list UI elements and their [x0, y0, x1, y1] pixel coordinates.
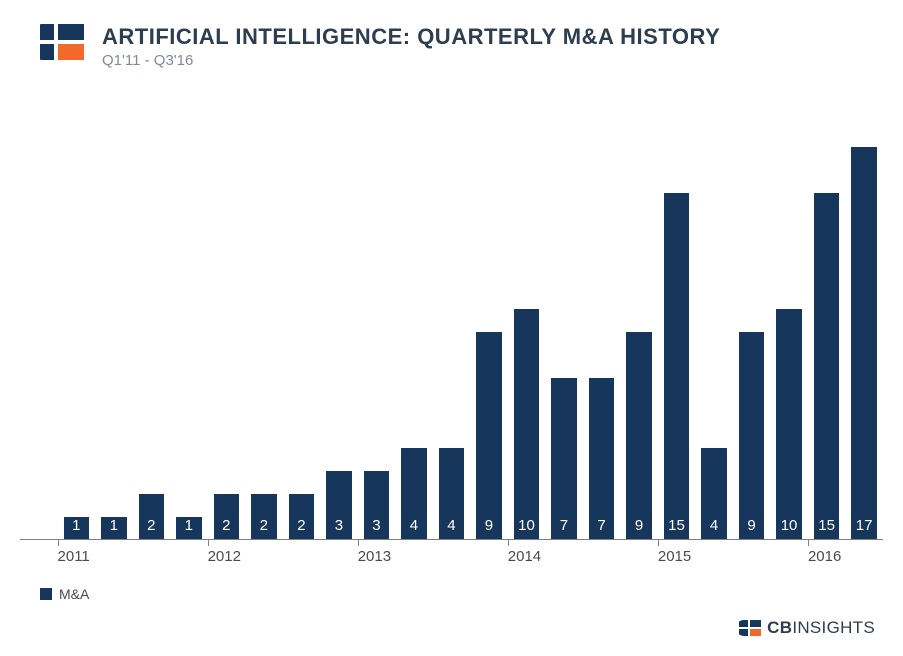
bar-value-label: 15: [818, 517, 835, 540]
bar-slot: 7: [545, 147, 583, 540]
x-tick-label: 2011: [58, 548, 90, 565]
title-block: ARTIFICIAL INTELLIGENCE: QUARTERLY M&A H…: [102, 24, 720, 69]
bar-slot: 3: [320, 147, 358, 540]
bar-value-label: 9: [485, 517, 493, 540]
bar-value-label: 4: [410, 517, 418, 540]
bar-value-label: 7: [560, 517, 568, 540]
bar: 7: [551, 378, 577, 540]
x-tick-label: 2016: [808, 548, 841, 565]
bar: 2: [139, 494, 165, 540]
bar-value-label: 9: [747, 517, 755, 540]
bar: 9: [739, 332, 765, 540]
bar-slot: 4: [695, 147, 733, 540]
bar: 9: [476, 332, 502, 540]
brand-text: CBINSIGHTS: [767, 618, 875, 638]
bar: 1: [176, 517, 202, 540]
bar-slot: 4: [395, 147, 433, 540]
bar: 10: [514, 309, 540, 540]
x-tick-label: 2015: [658, 548, 691, 565]
x-tick-label: 2013: [358, 548, 391, 565]
bar: 15: [814, 193, 840, 540]
bar-value-label: 4: [447, 517, 455, 540]
bar: 2: [214, 494, 240, 540]
cbinsights-footer-logo-icon: [739, 620, 761, 636]
bar-value-label: 2: [147, 517, 155, 540]
legend-label: M&A: [59, 586, 89, 602]
bar-slot: 15: [658, 147, 696, 540]
x-tick-mark: [58, 540, 59, 546]
bar-value-label: 3: [335, 517, 343, 540]
bar-slot: 17: [845, 147, 883, 540]
bar: 2: [289, 494, 315, 540]
bar-slot: 4: [433, 147, 471, 540]
brand-prefix: CB: [767, 618, 792, 637]
bar: 4: [439, 448, 465, 540]
bar-slot-gap: [20, 147, 58, 540]
bar-value-label: 17: [856, 517, 873, 540]
bar-slot: 2: [208, 147, 246, 540]
bar-value-label: 1: [72, 517, 80, 540]
bar: 1: [101, 517, 127, 540]
bar: 9: [626, 332, 652, 540]
bar-slot: 1: [170, 147, 208, 540]
bar: 3: [364, 471, 390, 540]
chart-subtitle: Q1'11 - Q3'16: [102, 52, 720, 69]
bar-value-label: 1: [185, 517, 193, 540]
cbinsights-logo-icon: [30, 24, 84, 60]
bar-slot: 7: [583, 147, 621, 540]
legend: M&A: [40, 586, 89, 602]
bar-value-label: 2: [297, 517, 305, 540]
bar-value-label: 7: [597, 517, 605, 540]
x-tick-mark: [658, 540, 659, 546]
bars-group: 1 1 2 1 2 2 2 3 3 4 4 9 10 7 7 9 15 4 9 10 15 17: [20, 147, 883, 540]
x-tick-label: 2012: [208, 548, 241, 565]
bar: 4: [701, 448, 727, 540]
bar-value-label: 15: [668, 517, 685, 540]
bar-slot: 10: [770, 147, 808, 540]
bar-slot: 2: [245, 147, 283, 540]
bar-slot: 2: [133, 147, 171, 540]
chart-container: ARTIFICIAL INTELLIGENCE: QUARTERLY M&A H…: [0, 0, 903, 656]
bar-slot: 3: [358, 147, 396, 540]
bar-slot: 1: [58, 147, 96, 540]
bar: 10: [776, 309, 802, 540]
x-tick-mark: [358, 540, 359, 546]
bar: 3: [326, 471, 352, 540]
bar: 7: [589, 378, 615, 540]
chart-area: 1 1 2 1 2 2 2 3 3 4 4 9 10 7 7 9 15 4 9 10 15 17: [20, 147, 883, 540]
bar: 15: [664, 193, 690, 540]
bar: 17: [851, 147, 877, 540]
header: ARTIFICIAL INTELLIGENCE: QUARTERLY M&A H…: [0, 0, 903, 69]
bar-value-label: 3: [372, 517, 380, 540]
bar-slot: 10: [508, 147, 546, 540]
brand-footer: CBINSIGHTS: [739, 618, 875, 638]
bar-slot: 9: [733, 147, 771, 540]
x-tick-label: 2014: [508, 548, 541, 565]
legend-swatch: [40, 588, 52, 600]
bar-slot: 9: [620, 147, 658, 540]
chart-title: ARTIFICIAL INTELLIGENCE: QUARTERLY M&A H…: [102, 24, 720, 50]
bar-value-label: 9: [635, 517, 643, 540]
bar: 2: [251, 494, 277, 540]
bar-slot: 1: [95, 147, 133, 540]
bar: 1: [64, 517, 90, 540]
x-axis: 2011 2012 2013 2014 2015 2016: [20, 540, 883, 570]
bar-value-label: 1: [110, 517, 118, 540]
bar-value-label: 10: [518, 517, 535, 540]
bar-value-label: 4: [710, 517, 718, 540]
bar-value-label: 10: [781, 517, 798, 540]
plot: 1 1 2 1 2 2 2 3 3 4 4 9 10 7 7 9 15 4 9 10 15 17: [20, 147, 883, 540]
x-tick-mark: [508, 540, 509, 546]
bar-slot: 2: [283, 147, 321, 540]
brand-suffix: INSIGHTS: [792, 618, 875, 637]
x-tick-mark: [808, 540, 809, 546]
bar-value-label: 2: [222, 517, 230, 540]
bar-slot: 9: [470, 147, 508, 540]
x-tick-mark: [208, 540, 209, 546]
bar: 4: [401, 448, 427, 540]
bar-value-label: 2: [260, 517, 268, 540]
bar-slot: 15: [808, 147, 846, 540]
